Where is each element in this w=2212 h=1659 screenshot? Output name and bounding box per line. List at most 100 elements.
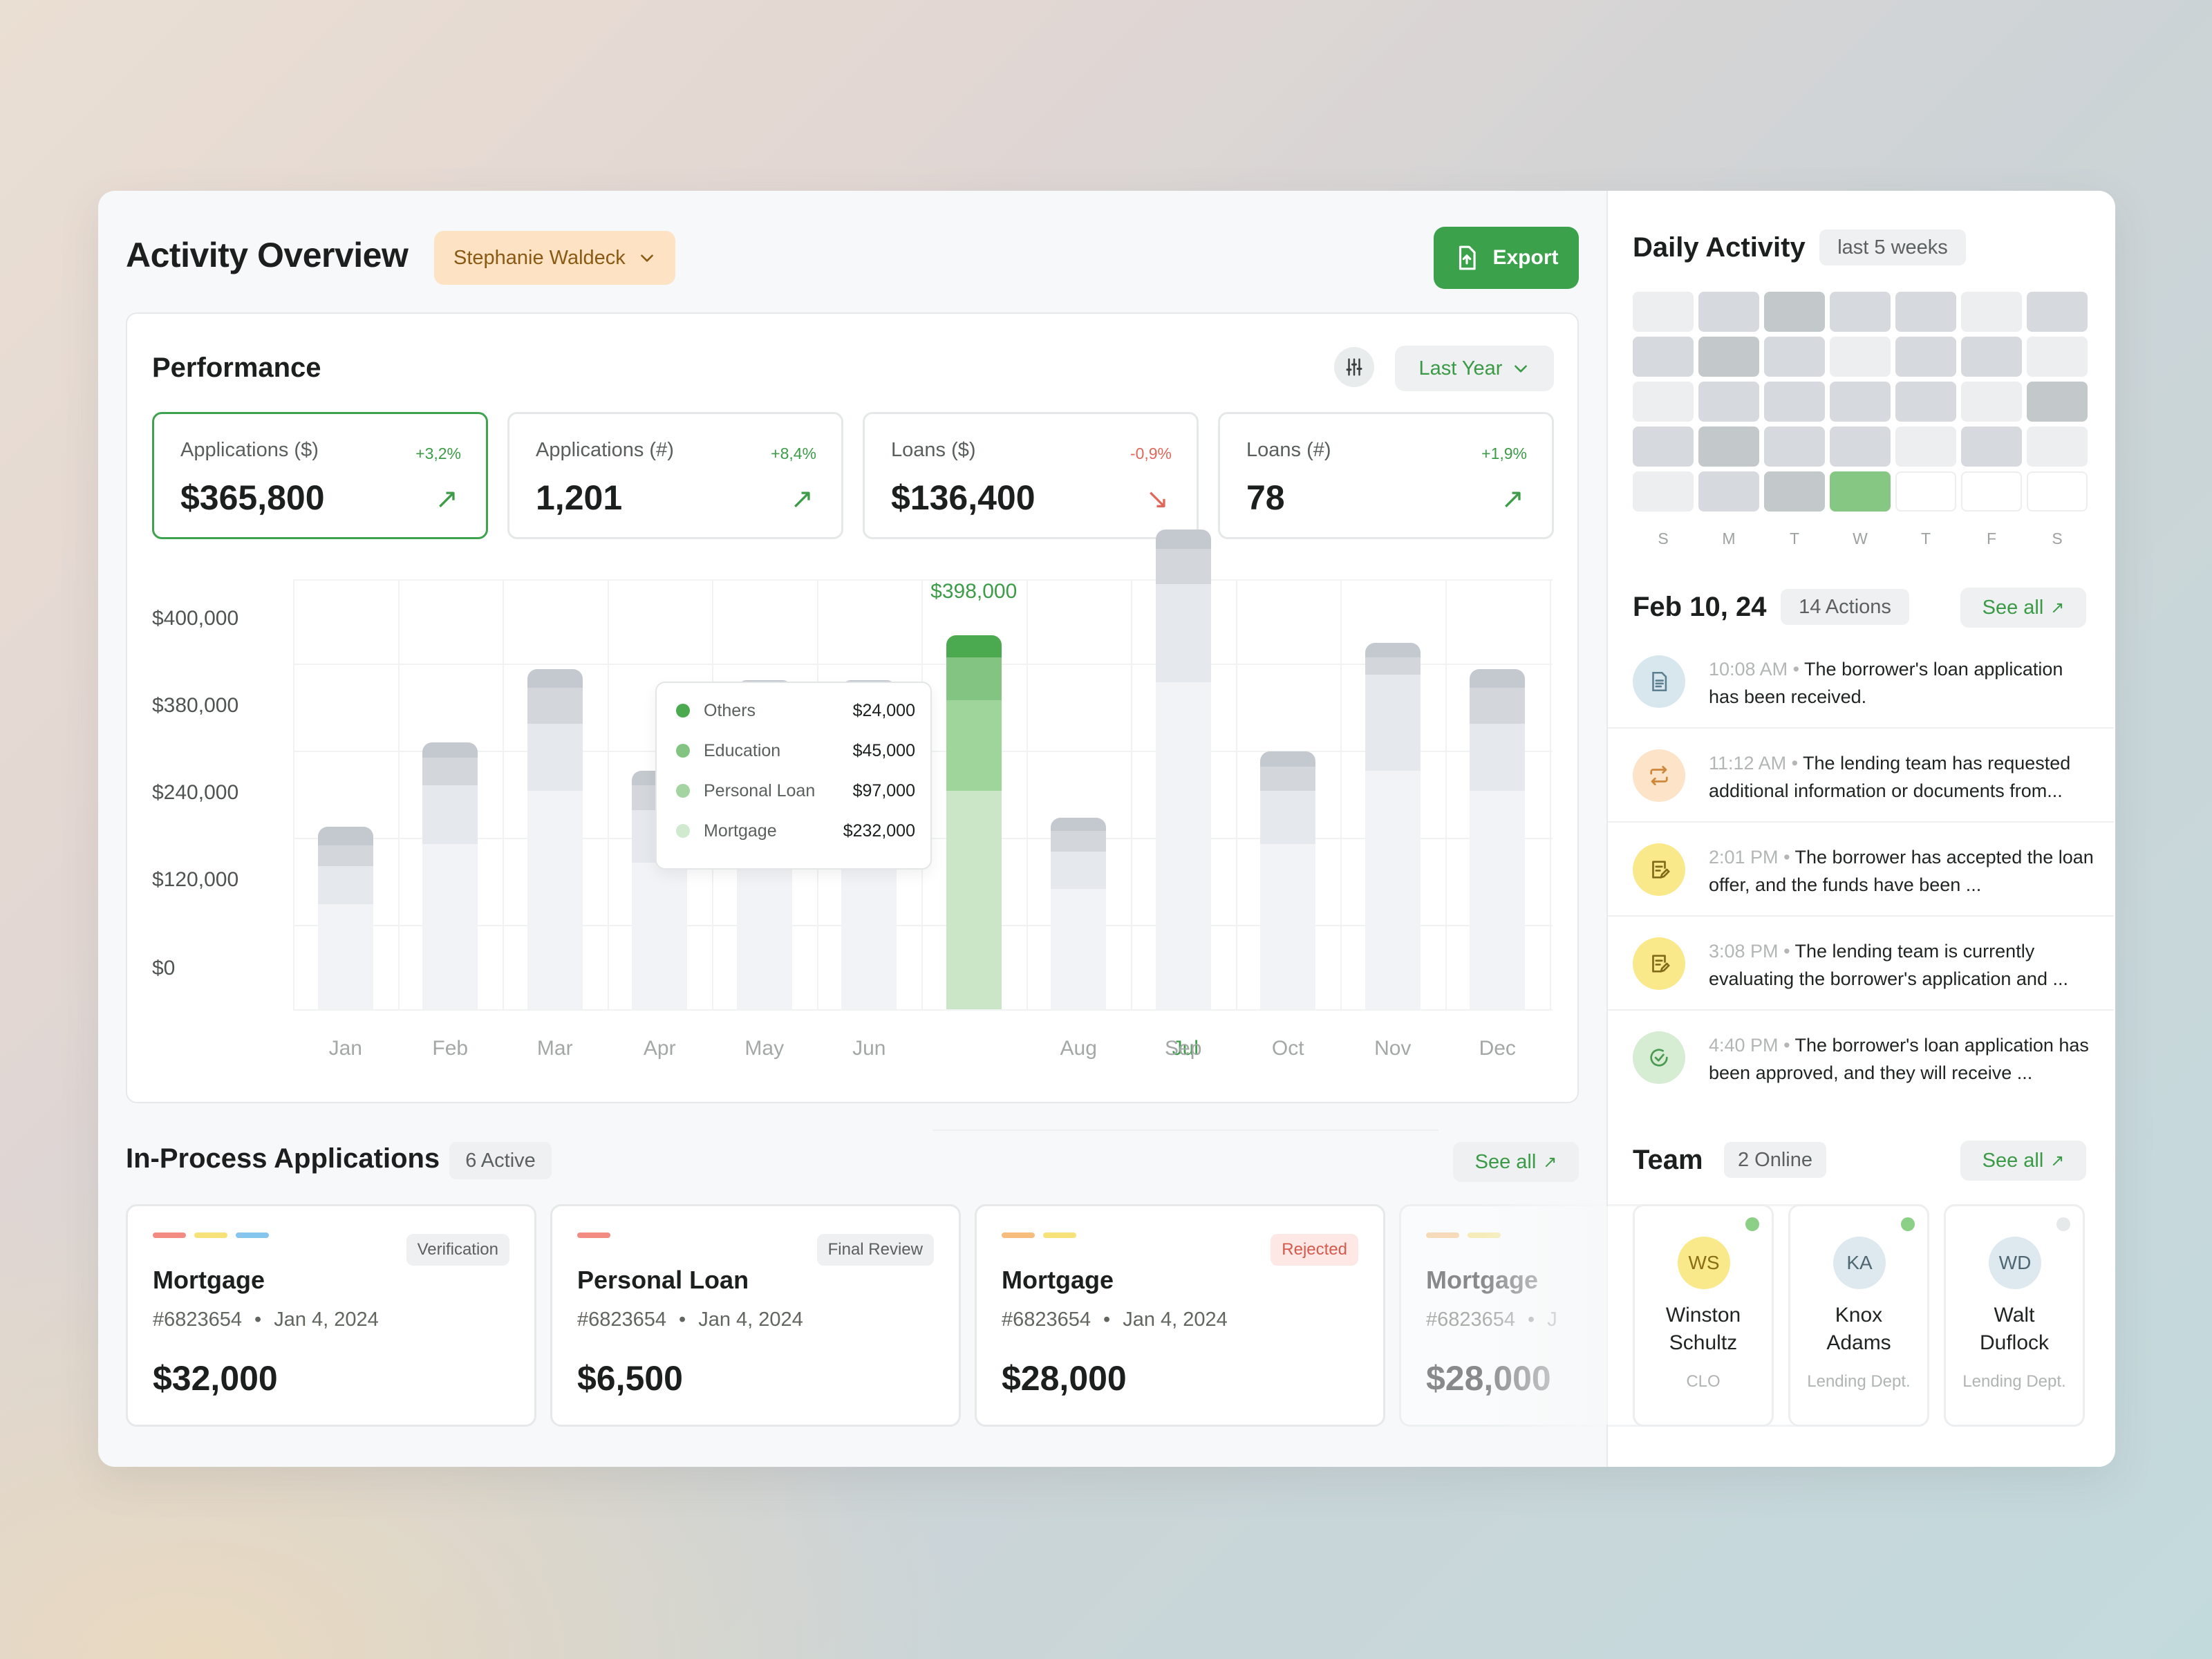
bar-segment	[1365, 642, 1421, 658]
heatmap-cell[interactable]	[1764, 471, 1825, 512]
kpi-change: -0,9%	[1130, 444, 1172, 462]
heatmap-cell[interactable]	[1895, 382, 1956, 422]
online-count-badge: 2 Online	[1724, 1142, 1826, 1178]
bar-segment	[422, 757, 478, 786]
application-card[interactable]: Rejected Mortgage #6823654 • Jan 4, 2024 $…	[975, 1204, 1385, 1427]
heatmap-cell[interactable]	[2027, 337, 2088, 377]
weekday-label: T	[1789, 529, 1800, 547]
bar-segment	[1365, 657, 1421, 675]
export-label: Export	[1492, 246, 1559, 269]
repeat-icon	[1633, 749, 1685, 802]
application-date: Jan 4, 2024	[698, 1309, 803, 1331]
tooltip-name: Others	[704, 700, 756, 720]
application-meta: #6823654 • Jan 4, 2024	[153, 1309, 379, 1331]
avatar: WD	[1989, 1237, 2041, 1289]
x-tick-label: Aug	[1060, 1037, 1097, 1060]
heatmap-cell[interactable]	[2027, 471, 2088, 512]
kpi-card[interactable]: Loans (#) +1,9% 78 ↗	[1218, 412, 1554, 539]
heatmap-cell[interactable]	[1633, 382, 1694, 422]
activity-message: The borrower's loan application has been…	[1709, 659, 2063, 707]
avatar: WS	[1678, 1237, 1730, 1289]
heatmap-cell[interactable]	[1698, 337, 1759, 377]
applications-see-all-button[interactable]: See all ↗	[1453, 1142, 1579, 1182]
team-member-card[interactable]: WS Winston Schultz CLO	[1633, 1204, 1774, 1427]
activity-item[interactable]: 3:08 PM • The lending team is currently …	[1608, 917, 2114, 1011]
activity-time: 11:12 AM	[1709, 753, 1787, 774]
heatmap-cell[interactable]	[1764, 292, 1825, 332]
kpi-card[interactable]: Applications (#) +8,4% 1,201 ↗	[507, 412, 843, 539]
kpi-label: Loans ($)	[891, 439, 976, 461]
grid-line	[293, 579, 294, 1011]
page-title: Activity Overview	[126, 236, 409, 274]
heatmap-cell[interactable]	[1633, 471, 1694, 512]
grid-line	[1235, 579, 1237, 1011]
grid-line	[293, 579, 1553, 581]
team-member-card[interactable]: KA Knox Adams Lending Dept.	[1788, 1204, 1929, 1427]
heatmap-cell[interactable]	[1830, 382, 1891, 422]
activity-time: 3:08 PM	[1709, 941, 1779, 962]
user-selector[interactable]: Stephanie Waldeck	[434, 231, 675, 285]
heatmap-cell[interactable]	[1961, 471, 2022, 512]
application-card[interactable]: Final Review Personal Loan #6823654 • Jan …	[550, 1204, 961, 1427]
activity-message: The lending team is currently evaluating…	[1709, 941, 2068, 989]
period-dropdown[interactable]: Last Year	[1395, 346, 1554, 391]
heatmap-cell[interactable]	[1895, 337, 1956, 377]
kpi-label: Applications (#)	[536, 439, 674, 461]
heatmap-cell[interactable]	[1830, 471, 1891, 512]
kpi-card[interactable]: Loans ($) -0,9% $136,400 ↘	[863, 412, 1199, 539]
heatmap-cell[interactable]	[1961, 337, 2022, 377]
x-tick-label: Jul	[932, 1037, 1438, 1131]
heatmap-cell[interactable]	[1764, 382, 1825, 422]
bar-segment	[1260, 843, 1316, 1009]
heatmap-cell[interactable]	[1830, 337, 1891, 377]
activity-item[interactable]: 2:01 PM • The borrower has accepted the …	[1608, 823, 2114, 917]
application-type: Mortgage	[153, 1266, 265, 1294]
activity-item[interactable]: 10:08 AM • The borrower's loan applicati…	[1608, 635, 2114, 729]
application-meta: #6823654 • Jan 4, 2024	[577, 1309, 803, 1331]
legend-dot	[676, 704, 690, 718]
weekday-label: W	[1853, 529, 1868, 547]
scroll-fade	[1479, 1196, 1606, 1438]
avatar: KA	[1833, 1237, 1886, 1289]
heatmap-cell[interactable]	[1633, 292, 1694, 332]
actions-count-badge: 14 Actions	[1781, 589, 1909, 625]
heatmap-cell[interactable]	[1961, 382, 2022, 422]
log-see-all-button[interactable]: See all ↗	[1960, 588, 2086, 628]
team-member-card[interactable]: WD Walt Duflock Lending Dept.	[1944, 1204, 2085, 1427]
heatmap-cell[interactable]	[1895, 292, 1956, 332]
bar-segment	[1365, 770, 1421, 1009]
heatmap-cell[interactable]	[1961, 292, 2022, 332]
heatmap-cell[interactable]	[1764, 427, 1825, 467]
activity-message: The lending team has requested additiona…	[1709, 753, 2071, 801]
heatmap-cell[interactable]	[1698, 292, 1759, 332]
heatmap-cell[interactable]	[2027, 292, 2088, 332]
bar-segment	[1470, 687, 1526, 724]
heatmap-cell[interactable]	[1698, 382, 1759, 422]
kpi-card[interactable]: Applications ($) +3,2% $365,800 ↗	[152, 412, 488, 539]
heatmap-cell[interactable]	[1764, 337, 1825, 377]
heatmap-cell[interactable]	[1698, 471, 1759, 512]
heatmap-cell[interactable]	[1633, 337, 1694, 377]
heatmap-cell[interactable]	[1961, 427, 2022, 467]
activity-item[interactable]: 4:40 PM • The borrower's loan applicatio…	[1608, 1011, 2114, 1105]
heatmap-cell[interactable]	[1830, 292, 1891, 332]
file-upload-icon	[1459, 245, 1477, 270]
heatmap-cell[interactable]	[1633, 427, 1694, 467]
bar-segment	[1260, 751, 1316, 767]
filter-button[interactable]	[1334, 347, 1374, 387]
heatmap-cell[interactable]	[2027, 382, 2088, 422]
daily-activity-title: Daily Activity	[1633, 232, 1806, 263]
heatmap-cell[interactable]	[1895, 471, 1956, 512]
grid-line	[293, 925, 1553, 926]
application-card[interactable]: Verification Mortgage #6823654 • Jan 4, 20…	[126, 1204, 536, 1427]
activity-item[interactable]: 11:12 AM • The lending team has requeste…	[1608, 729, 2114, 823]
heatmap-cell[interactable]	[2027, 427, 2088, 467]
team-see-all-button[interactable]: See all ↗	[1960, 1141, 2086, 1181]
y-tick-label: $120,000	[152, 868, 239, 891]
heatmap-cell[interactable]	[1830, 427, 1891, 467]
see-all-label: See all	[1982, 596, 2044, 619]
export-button[interactable]: Export	[1434, 227, 1579, 289]
activity-time: 2:01 PM	[1709, 847, 1779, 868]
heatmap-cell[interactable]	[1698, 427, 1759, 467]
heatmap-cell[interactable]	[1895, 427, 1956, 467]
